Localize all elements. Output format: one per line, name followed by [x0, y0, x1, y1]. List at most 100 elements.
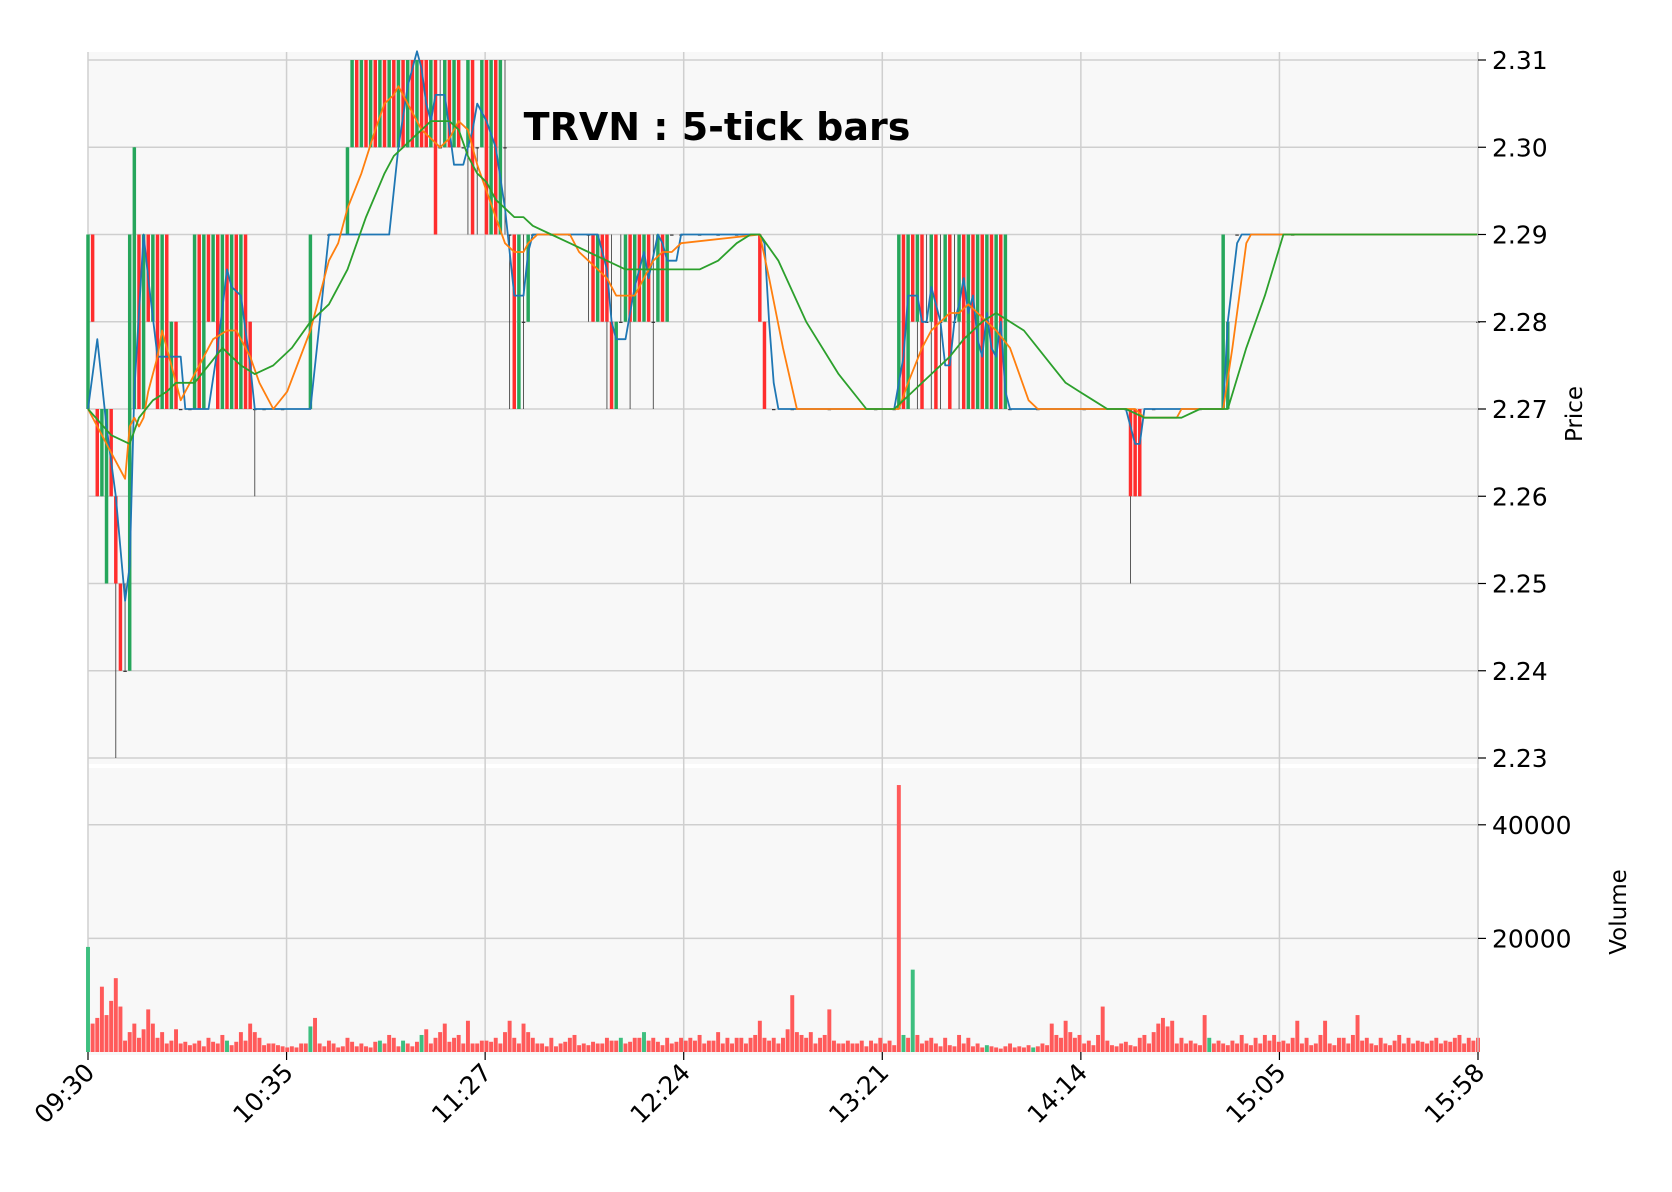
- candle-body: [595, 234, 600, 322]
- volume-bar: [109, 1000, 114, 1052]
- candle-body: [475, 147, 479, 149]
- volume-bar: [822, 1034, 827, 1052]
- volume-bar: [1378, 1037, 1383, 1052]
- volume-bar: [869, 1040, 874, 1052]
- volume-bar: [600, 1043, 605, 1052]
- volume-bar: [123, 1040, 128, 1052]
- price-axis-label: Price: [1562, 386, 1588, 442]
- volume-bar: [1133, 1046, 1138, 1052]
- volume-bar: [1248, 1045, 1253, 1052]
- volume-bar: [1406, 1037, 1411, 1052]
- volume-bar: [799, 1034, 804, 1052]
- volume-bar: [132, 1023, 137, 1052]
- volume-bar: [1109, 1045, 1114, 1052]
- volume-bar: [790, 995, 795, 1052]
- volume-bar: [1286, 1043, 1291, 1052]
- candle-body: [1133, 409, 1137, 497]
- candle-body: [614, 321, 618, 409]
- candle-body: [632, 234, 637, 322]
- volume-bar: [1299, 1043, 1304, 1052]
- volume-bar: [975, 1043, 980, 1052]
- candle-body: [123, 670, 127, 672]
- volume-bar: [512, 1037, 517, 1052]
- volume-bar: [577, 1045, 582, 1052]
- volume-bar: [1323, 1020, 1328, 1052]
- volume-bar: [1137, 1037, 1142, 1052]
- candle-body: [1221, 234, 1225, 409]
- volume-bar: [535, 1043, 540, 1052]
- volume-bar: [118, 1006, 123, 1052]
- candle-body: [234, 234, 239, 409]
- candle-body: [484, 60, 489, 235]
- candle-body: [975, 234, 980, 409]
- volume-bar: [1466, 1037, 1471, 1052]
- volume-bar: [127, 1032, 132, 1052]
- candle-body: [994, 234, 998, 409]
- volume-bar: [1170, 1020, 1175, 1052]
- volume-bar: [878, 1037, 883, 1052]
- volume-bar: [683, 1040, 688, 1052]
- volume-bar: [248, 1023, 253, 1052]
- candle-body: [619, 321, 623, 323]
- volume-bar: [688, 1037, 693, 1052]
- volume-bar: [850, 1043, 855, 1052]
- volume-bar: [1160, 1017, 1165, 1052]
- volume-bar: [604, 1037, 609, 1052]
- volume-bar: [1225, 1045, 1230, 1052]
- volume-tick-label: 40000: [1492, 811, 1572, 840]
- volume-bar: [989, 1046, 994, 1052]
- volume-bar: [1086, 1040, 1091, 1052]
- volume-bar: [1198, 1045, 1202, 1052]
- volume-bar: [238, 1032, 243, 1052]
- candle-body: [239, 234, 243, 409]
- candle-body: [165, 234, 169, 409]
- volume-bar: [540, 1043, 545, 1052]
- volume-bar: [924, 1040, 929, 1052]
- volume-bar: [1068, 1032, 1073, 1052]
- volume-bar: [285, 1047, 290, 1052]
- candle-body: [517, 234, 521, 409]
- volume-bar: [1021, 1047, 1026, 1052]
- volume-bar: [382, 1043, 387, 1052]
- volume-bar: [1035, 1046, 1040, 1052]
- candle-body: [762, 321, 767, 409]
- volume-bar: [739, 1037, 744, 1052]
- volume-bar: [674, 1041, 679, 1052]
- volume-bar: [1401, 1043, 1406, 1052]
- volume-bar: [1008, 1043, 1013, 1052]
- time-tick-label: 15:05: [1220, 1058, 1291, 1129]
- volume-bar: [90, 1023, 95, 1052]
- volume-bar: [345, 1037, 350, 1052]
- candle-body: [771, 409, 776, 411]
- candle-body: [600, 234, 605, 322]
- volume-bar: [1174, 1043, 1179, 1052]
- candle-body: [609, 321, 614, 409]
- candle-body: [1226, 321, 1230, 409]
- volume-bar: [1040, 1043, 1045, 1052]
- volume-bar: [86, 946, 90, 1052]
- candle-body: [526, 234, 530, 322]
- volume-bar: [896, 785, 901, 1052]
- volume-bar: [655, 1041, 660, 1052]
- candle-body: [211, 234, 215, 322]
- volume-bar: [831, 1040, 836, 1052]
- price-tick-label: 2.25: [1492, 570, 1548, 599]
- chart-title: TRVN : 5-tick bars: [524, 105, 911, 149]
- volume-bar: [618, 1037, 623, 1052]
- ma-mid-line: [87, 85, 1478, 480]
- volume-bar: [947, 1045, 952, 1052]
- time-axis: 09:30 10:35 11:27 12:24 13:21 14:14 15:05 15:58: [29, 1052, 1490, 1129]
- candle-body: [637, 234, 642, 322]
- volume-bar: [1452, 1037, 1457, 1052]
- volume-bar: [1290, 1037, 1295, 1052]
- volume-bar: [225, 1040, 229, 1052]
- volume-bar: [206, 1037, 211, 1052]
- volume-bar: [1415, 1040, 1420, 1052]
- volume-bar: [669, 1043, 674, 1052]
- volume-bar: [308, 1026, 313, 1052]
- candle-body: [368, 60, 373, 148]
- volume-bar: [646, 1040, 651, 1052]
- volume-bar: [465, 1020, 470, 1052]
- volume-bar: [521, 1023, 526, 1052]
- candle-body: [118, 583, 123, 671]
